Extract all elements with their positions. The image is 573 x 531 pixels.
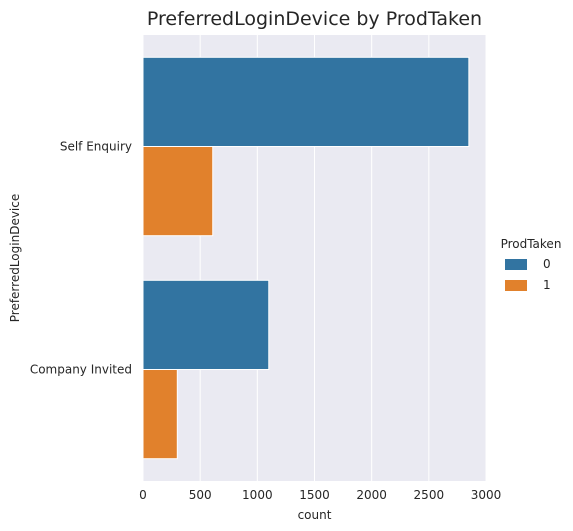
legend-swatch: [505, 280, 527, 291]
bar: [142, 369, 178, 460]
bars: [142, 56, 470, 460]
legend-title: ProdTaken: [501, 237, 562, 251]
legend-label: 0: [543, 257, 551, 271]
chart-title: PreferredLoginDevice by ProdTaken: [147, 8, 482, 30]
x-ticks: 0 500 1000 1500 2000 2500 3000: [139, 488, 501, 502]
x-tick-label: 3000: [471, 488, 502, 502]
x-tick-label: 2000: [356, 488, 387, 502]
bar: [142, 279, 270, 370]
x-tick-label: 1000: [242, 488, 273, 502]
x-tick-label: 2500: [414, 488, 445, 502]
x-axis-label: count: [298, 508, 332, 522]
x-tick-label: 0: [139, 488, 147, 502]
x-tick-label: 500: [189, 488, 212, 502]
x-tick-label: 1500: [299, 488, 330, 502]
bar: [142, 56, 470, 147]
legend: ProdTaken 0 1: [501, 237, 562, 292]
bar: [142, 146, 214, 237]
y-tick-label: Company Invited: [30, 363, 132, 377]
y-tick-label: Self Enquiry: [60, 140, 132, 154]
y-ticks: Self Enquiry Company Invited: [30, 140, 132, 377]
y-axis-label: PreferredLoginDevice: [8, 194, 22, 323]
legend-swatch: [505, 259, 527, 270]
legend-label: 1: [543, 278, 551, 292]
